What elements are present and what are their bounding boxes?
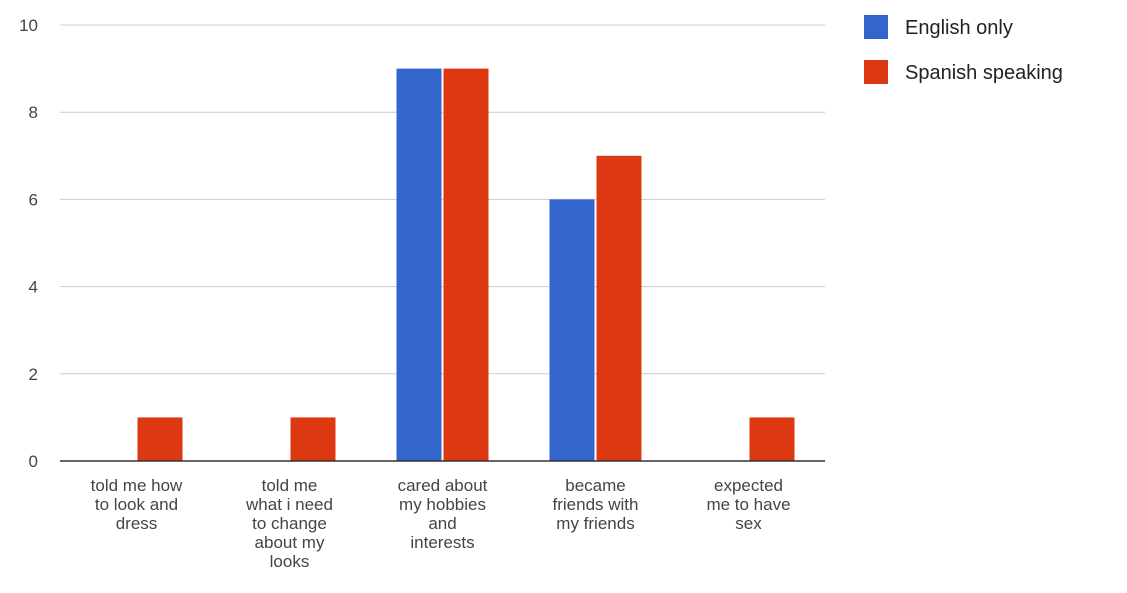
x-category-label: told me what i need to change about my looks <box>245 476 333 571</box>
legend-swatch <box>864 15 888 39</box>
y-tick-label: 2 <box>29 365 38 384</box>
gridlines <box>60 24 825 375</box>
legend-swatch <box>864 60 888 84</box>
x-category-label: expected me to have sex <box>706 476 790 533</box>
legend[interactable]: English only Spanish speaking <box>864 15 1063 84</box>
bar-spanish-speaking <box>290 417 336 461</box>
y-tick-labels: 0 2 4 6 8 10 <box>19 16 38 471</box>
bar-english-only <box>396 68 442 461</box>
x-category-label: told me how to look and dress <box>91 476 183 533</box>
y-tick-label: 10 <box>19 16 38 35</box>
y-tick-label: 4 <box>29 278 38 297</box>
y-tick-label: 8 <box>29 103 38 122</box>
bar-english-only <box>549 199 595 461</box>
bar-spanish-speaking <box>596 155 642 462</box>
bar-spanish-speaking <box>137 417 183 461</box>
legend-label: English only <box>905 17 1013 39</box>
y-tick-label: 0 <box>29 452 38 471</box>
bar-spanish-speaking <box>443 68 489 461</box>
x-category-label: cared about my hobbies and interests <box>398 476 488 552</box>
bar-spanish-speaking <box>749 417 795 461</box>
legend-label: Spanish speaking <box>905 62 1063 84</box>
x-category-label: became friends with my friends <box>553 476 639 533</box>
x-category-labels: told me how to look and dress told me what i… <box>91 476 791 571</box>
y-tick-label: 6 <box>29 190 38 209</box>
bars <box>137 68 795 462</box>
